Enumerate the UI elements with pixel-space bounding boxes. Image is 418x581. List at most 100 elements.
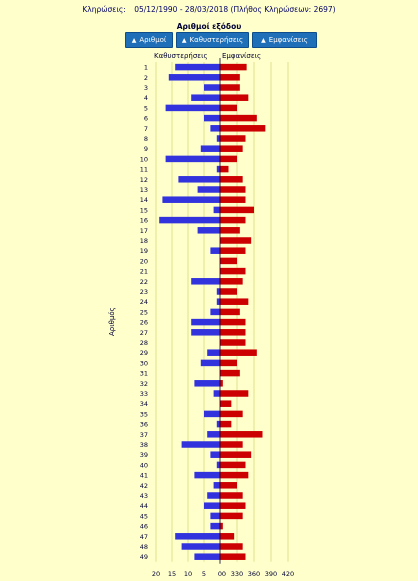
category-label: 40 — [140, 461, 148, 469]
appearance-bar — [220, 522, 223, 530]
delay-bar — [194, 471, 220, 479]
delay-bar — [207, 349, 220, 356]
sort-delays-button[interactable]: ▲ Καθυστερήσεις — [176, 32, 249, 48]
delay-bar — [178, 176, 220, 183]
appearance-bar — [220, 298, 249, 305]
appearance-bar — [220, 329, 246, 336]
appearance-bar — [220, 74, 240, 81]
sort-appearances-label: Εμφανίσεις — [268, 36, 308, 44]
x-tick-label: 390 — [265, 570, 277, 578]
delay-bar — [216, 461, 220, 469]
delay-bar — [191, 94, 220, 101]
appearance-bar — [220, 267, 246, 275]
delay-bar — [194, 553, 220, 560]
sort-appearances-button[interactable]: ▲ Εμφανίσεις — [252, 32, 317, 48]
delay-bar — [165, 155, 220, 163]
appearance-bar — [220, 502, 246, 509]
category-label: 24 — [140, 298, 148, 306]
category-label: 31 — [140, 370, 148, 378]
delay-bar — [181, 441, 220, 448]
category-label: 17 — [140, 227, 148, 235]
delay-bar — [191, 278, 220, 285]
category-label: 8 — [144, 135, 148, 143]
delay-bar — [210, 308, 220, 316]
delay-bar — [210, 125, 220, 132]
delay-bar — [194, 380, 220, 387]
category-label: 45 — [140, 512, 148, 520]
category-label: 13 — [140, 186, 148, 194]
draws-range: 05/12/1990 - 28/03/2018 (Πλήθος Κληρώσεω… — [134, 5, 336, 14]
appearance-bar — [220, 482, 237, 489]
x-tick-label: 10 — [184, 570, 192, 578]
category-label: 47 — [140, 533, 148, 541]
delay-bar — [216, 298, 220, 305]
x-tick-label: 0 — [222, 570, 226, 578]
up-arrow-icon: ▲ — [131, 36, 137, 44]
appearance-bar — [220, 237, 252, 244]
appearance-bar — [220, 410, 243, 418]
appearance-bar — [220, 186, 246, 193]
category-label: 9 — [144, 145, 148, 153]
category-label: 35 — [140, 410, 148, 418]
appearance-bar — [220, 339, 246, 346]
delay-bar — [197, 227, 220, 234]
delay-bar — [216, 420, 220, 428]
delay-bar — [168, 74, 220, 81]
delay-bar — [210, 451, 220, 458]
category-label: 46 — [140, 523, 148, 531]
delay-bar — [210, 512, 220, 520]
delay-bar — [204, 114, 220, 122]
sort-button-group: ▲ Αριθμοί ▲ Καθυστερήσεις ▲ Εμφανίσεις — [125, 32, 325, 48]
appearance-bar — [220, 135, 246, 142]
category-label: 27 — [140, 329, 148, 337]
delay-bar — [216, 288, 220, 295]
appearance-bar — [220, 318, 246, 326]
appearance-bar — [220, 451, 252, 458]
delay-bar — [191, 329, 220, 336]
sort-numbers-button[interactable]: ▲ Αριθμοί — [125, 32, 173, 48]
category-label: 22 — [140, 278, 148, 286]
sort-delays-label: Καθυστερήσεις — [189, 36, 244, 44]
category-label: 48 — [140, 543, 148, 551]
appearance-bar — [220, 196, 246, 203]
category-label: 16 — [140, 217, 148, 225]
category-label: 23 — [140, 288, 148, 296]
delay-bar — [165, 104, 220, 112]
delay-bar — [204, 502, 220, 509]
x-tick-label: 15 — [168, 570, 176, 578]
category-label: 1 — [144, 64, 148, 72]
appearance-bar — [220, 471, 249, 479]
delay-bar — [204, 410, 220, 418]
appearance-bar — [220, 278, 243, 285]
appearance-bar — [220, 104, 237, 112]
appearance-bar — [220, 359, 237, 367]
delay-bar — [191, 318, 220, 326]
category-label: 5 — [144, 104, 148, 112]
category-label: 21 — [140, 268, 148, 276]
delay-bar — [175, 63, 220, 71]
y-axis-label: Αριθμός — [108, 307, 116, 336]
category-label: 25 — [140, 308, 148, 316]
category-label: 43 — [140, 492, 148, 500]
delay-bar — [200, 145, 220, 152]
appearance-bar — [220, 206, 254, 214]
delay-bar — [181, 543, 220, 550]
appearance-bar — [220, 176, 243, 183]
category-label: 32 — [140, 380, 148, 388]
category-label: 38 — [140, 441, 148, 449]
delay-bar — [159, 216, 220, 224]
delay-bar — [213, 206, 220, 214]
appearance-bar — [220, 553, 246, 560]
category-label: 14 — [140, 196, 148, 204]
draws-period-header: Κληρώσεις: 05/12/1990 - 28/03/2018 (Πλήθ… — [0, 5, 418, 14]
x-tick-label: 0 — [218, 570, 222, 578]
appearance-bar — [220, 543, 243, 550]
appearance-bar — [220, 461, 246, 469]
delay-bar — [210, 247, 220, 254]
category-label: 37 — [140, 431, 148, 439]
appearance-bar — [220, 155, 237, 163]
delay-bar — [200, 359, 220, 367]
category-label: 44 — [140, 502, 148, 510]
delay-bar — [175, 533, 220, 540]
category-label: 7 — [144, 125, 148, 133]
